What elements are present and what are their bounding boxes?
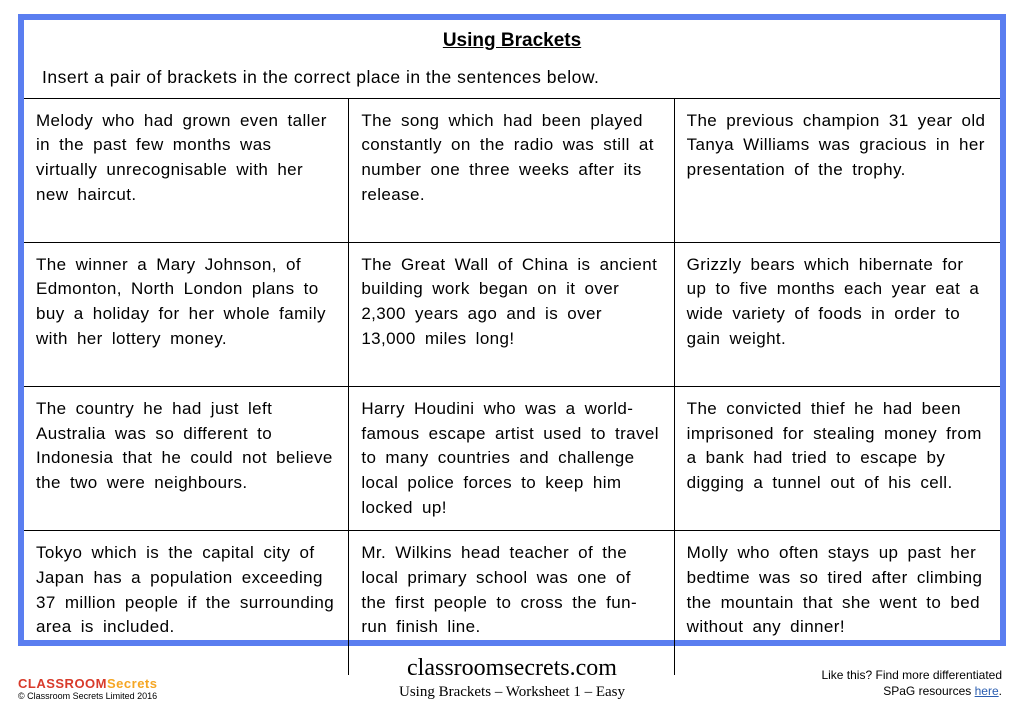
grid-cell: The song which had been played constantl… (349, 99, 674, 243)
grid-cell: Melody who had grown even taller in the … (24, 99, 349, 243)
spag-resources-link[interactable]: here (975, 684, 999, 698)
header-block: Using Brackets Insert a pair of brackets… (24, 20, 1000, 98)
grid-cell: Harry Houdini who was a world-famous esc… (349, 387, 674, 531)
grid-cell: The winner a Mary Johnson, of Edmonton, … (24, 243, 349, 387)
footer-right-line1: Like this? Find more differentiated (821, 667, 1002, 683)
worksheet-frame: Using Brackets Insert a pair of brackets… (18, 14, 1006, 646)
grid-cell: The country he had just left Australia w… (24, 387, 349, 531)
page-footer: CLASSROOMSecrets © Classroom Secrets Lim… (0, 653, 1024, 709)
worksheet-instructions: Insert a pair of brackets in the correct… (42, 66, 982, 90)
footer-right-suffix: . (999, 684, 1002, 698)
footer-right: Like this? Find more differentiated SPaG… (821, 667, 1002, 699)
grid-cell: The Great Wall of China is ancient build… (349, 243, 674, 387)
worksheet-title: Using Brackets (42, 30, 982, 52)
worksheet-grid: Melody who had grown even taller in the … (24, 98, 1000, 676)
footer-right-line2: SPaG resources here. (821, 683, 1002, 699)
grid-cell: Grizzly bears which hibernate for up to … (675, 243, 1000, 387)
grid-cell: The previous champion 31 year old Tanya … (675, 99, 1000, 243)
grid-cell: The convicted thief he had been imprison… (675, 387, 1000, 531)
footer-right-prefix: SPaG resources (883, 684, 974, 698)
